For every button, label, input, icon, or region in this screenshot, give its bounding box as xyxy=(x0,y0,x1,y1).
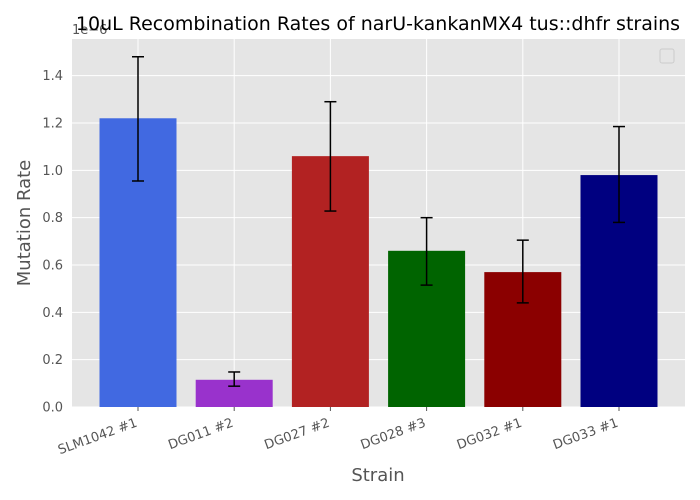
x-tick-label: DG028 #3 xyxy=(359,416,428,453)
y-offset-label: 1e−6 xyxy=(72,23,107,38)
x-axis-title: Strain xyxy=(351,465,404,486)
x-tick-label: DG011 #2 xyxy=(166,416,235,453)
y-tick-label: 1.0 xyxy=(42,164,63,179)
chart-title: 10uL Recombination Rates of narU-kankanM… xyxy=(76,13,680,35)
x-tick-label: SLM1042 #1 xyxy=(56,416,139,459)
x-tick-label: DG032 #1 xyxy=(455,416,524,453)
y-tick-label: 1.2 xyxy=(42,117,63,132)
error-bars xyxy=(132,55,625,387)
y-tick-label: 0.0 xyxy=(42,401,63,416)
y-tick-label: 1.4 xyxy=(42,69,63,84)
y-tick-label: 0.4 xyxy=(42,306,63,321)
x-tick-label: DG027 #2 xyxy=(263,416,332,453)
x-tick-label: DG033 #1 xyxy=(551,416,620,453)
y-tick-label: 0.6 xyxy=(42,259,63,274)
x-tick-labels: SLM1042 #1 DG011 #2 DG027 #2 DG028 #3 DG032 … xyxy=(56,407,620,458)
y-axis-title: Mutation Rate xyxy=(14,160,35,287)
y-tick-label: 0.2 xyxy=(42,353,63,368)
y-tick-labels: 0.0 0.2 0.4 0.6 0.8 1.0 1.2 1.4 xyxy=(42,69,63,415)
legend-box xyxy=(659,48,675,64)
y-tick-label: 0.8 xyxy=(42,211,63,226)
